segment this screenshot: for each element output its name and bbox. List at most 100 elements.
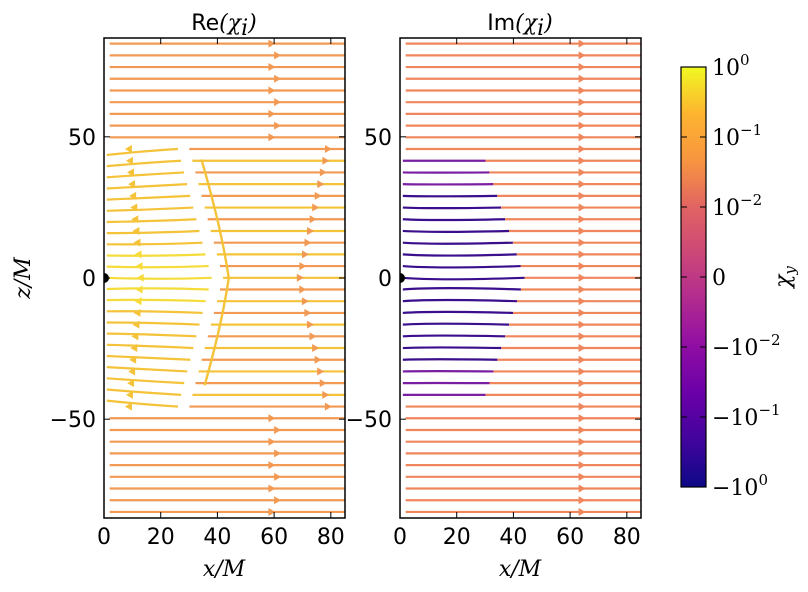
re-stream-arrow xyxy=(317,367,325,376)
colorbar-ticks: 100 10−1 10−2 0 −10−2 −10−1 −100 xyxy=(681,51,781,501)
im-stream-arrow xyxy=(578,238,586,247)
re-xlabel: x/M xyxy=(203,557,246,582)
re-stream-arrow xyxy=(132,320,140,329)
re-stream-arrow xyxy=(322,390,330,399)
re-stream-arrow xyxy=(125,156,133,165)
im-ytick-label: 50 xyxy=(364,126,392,151)
re-stream-arrow xyxy=(274,472,282,481)
re-stream-arrow xyxy=(324,145,332,154)
colorbar: 100 10−1 10−2 0 −10−2 −10−1 −100 χy xyxy=(680,51,799,501)
re-ytick-label: 0 xyxy=(82,267,96,292)
re-ticks: 0 20 40 60 80 50 0 −50 xyxy=(50,38,345,550)
im-stream-arrow xyxy=(578,98,586,107)
colorbar-tick-label: −10−1 xyxy=(712,401,781,431)
re-stream-arrow xyxy=(299,262,307,271)
im-stream-arrow xyxy=(578,226,586,235)
colorbar-label: χy xyxy=(771,266,799,290)
im-ticks: 0 20 40 60 80 50 0 −50 xyxy=(346,38,641,550)
re-xtick-label: 80 xyxy=(317,525,345,550)
re-streamline xyxy=(106,171,185,179)
re-xtick-label: 20 xyxy=(147,525,175,550)
re-stream-arrow xyxy=(296,273,304,282)
im-streamline-dark xyxy=(402,241,513,245)
im-xtick-label: 60 xyxy=(556,525,584,550)
re-stream-arrow xyxy=(136,273,144,282)
colorbar-tick-label: 0 xyxy=(712,266,726,291)
re-stream-arrow xyxy=(268,39,276,48)
re-stream-arrow xyxy=(319,379,327,388)
re-panel-title: Re(χi) xyxy=(191,11,256,41)
im-streamline-dark xyxy=(402,298,518,303)
re-stream-arrow xyxy=(129,191,137,200)
re-stream-arrow xyxy=(306,320,314,329)
re-stream-arrow xyxy=(132,226,140,235)
re-stream-arrow xyxy=(133,308,141,317)
re-streamline xyxy=(106,206,194,212)
im-stream-arrow xyxy=(578,156,586,165)
re-streamline xyxy=(106,229,200,235)
colorbar-tick-label: −100 xyxy=(712,471,768,501)
im-stream-arrow xyxy=(578,203,586,212)
im-stream-arrow xyxy=(578,472,586,481)
im-stream-arrow xyxy=(578,449,586,458)
re-xtick-label: 60 xyxy=(260,525,288,550)
im-stream-arrow xyxy=(578,145,586,154)
re-stream-arrow xyxy=(133,238,141,247)
re-stream-arrow xyxy=(130,203,138,212)
re-stream-arrow xyxy=(268,507,276,516)
re-stream-arrow xyxy=(131,215,139,224)
im-stream-arrow xyxy=(578,273,586,282)
re-stream-arrow xyxy=(268,133,276,142)
im-xtick-label: 0 xyxy=(393,525,407,550)
im-xtick-label: 40 xyxy=(499,525,527,550)
re-separatrix xyxy=(200,159,230,386)
re-streamline xyxy=(106,183,188,190)
im-streamline-dark xyxy=(402,206,502,210)
re-stream-arrow xyxy=(301,297,309,306)
re-stream-arrow xyxy=(274,74,282,83)
im-stream-arrow xyxy=(578,461,586,470)
im-stream-arrow xyxy=(578,402,586,411)
colorbar-tick-label: 100 xyxy=(712,51,750,81)
im-stream-arrow xyxy=(578,168,586,177)
im-xtick-label: 80 xyxy=(613,525,641,550)
re-stream-arrow xyxy=(274,425,282,434)
re-streamline xyxy=(106,218,197,224)
re-stream-arrow xyxy=(268,414,276,423)
re-stream-arrow xyxy=(304,308,312,317)
im-streamline-dark xyxy=(402,346,502,350)
im-streamline-dark xyxy=(402,322,510,326)
im-stream-arrow xyxy=(578,437,586,446)
re-stream-arrow xyxy=(322,156,330,165)
im-stream-arrow xyxy=(578,121,586,130)
im-stream-arrow xyxy=(578,51,586,60)
re-panel: Re(χi) 0 20 40 60 80 50 0 −50 x/M z/M xyxy=(11,11,346,582)
re-stream-arrow xyxy=(128,367,136,376)
re-stream-arrow xyxy=(312,344,320,353)
ylabel: z/M xyxy=(11,257,36,300)
im-streamline-dark xyxy=(402,334,506,338)
im-stream-arrow xyxy=(578,507,586,516)
im-stream-arrow xyxy=(578,320,586,329)
re-stream-arrow xyxy=(268,437,276,446)
re-stream-arrow xyxy=(274,121,282,130)
im-panel-title: Im(χi) xyxy=(487,11,552,41)
re-streamline xyxy=(106,343,194,350)
re-streamline xyxy=(106,147,179,157)
re-stream-arrow xyxy=(268,484,276,493)
re-stream-arrow xyxy=(135,285,143,294)
im-stream-arrow xyxy=(578,332,586,341)
re-stream-arrow xyxy=(274,51,282,60)
im-stream-arrow xyxy=(578,355,586,364)
re-stream-arrow xyxy=(307,226,315,235)
im-streamline-dark xyxy=(402,218,506,222)
im-stream-arrow xyxy=(578,250,586,259)
re-stream-arrow xyxy=(268,63,276,72)
re-stream-arrow xyxy=(134,297,142,306)
re-streamline xyxy=(106,298,206,303)
re-stream-arrow xyxy=(135,262,143,271)
re-streamline xyxy=(106,332,197,338)
re-ytick-label: 50 xyxy=(68,126,96,151)
im-stream-arrow xyxy=(578,133,586,142)
